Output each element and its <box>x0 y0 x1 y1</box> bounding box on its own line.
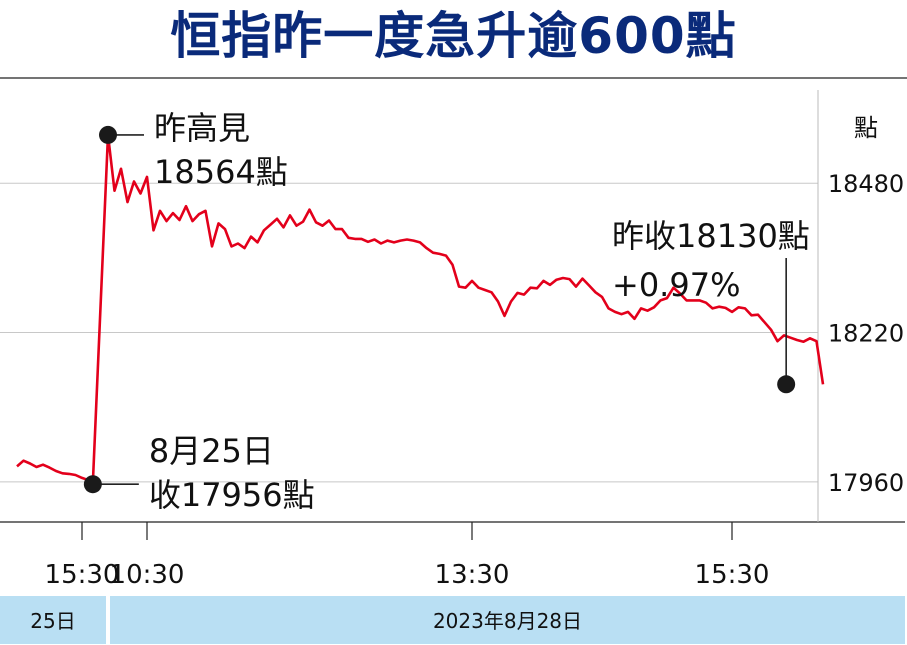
series-line <box>16 133 825 486</box>
high-point-marker <box>99 125 117 144</box>
x-tick-label: 15:30 <box>695 560 770 590</box>
high-annotation-line2: 18564點 <box>154 153 288 191</box>
session-band <box>0 596 106 644</box>
prev-close-marker <box>83 475 102 494</box>
chart-title: 恒指昨一度急升逾600點 <box>170 7 737 65</box>
y-tick-label: 18480 <box>828 170 904 198</box>
y-unit-label: 點 <box>854 114 878 142</box>
session-band <box>110 596 905 644</box>
close-annotation-line2: +0.97% <box>612 266 740 304</box>
x-tick-label: 15:30 <box>45 560 120 590</box>
x-tick-label: 10:30 <box>110 560 185 590</box>
y-tick-label: 17960 <box>828 469 904 497</box>
high-annotation-line1: 昨高見 <box>154 109 250 147</box>
prev-close-annotation-line2: 收17956點 <box>149 476 315 514</box>
session-label: 25日 <box>30 609 75 633</box>
close-annotation-line1: 昨收18130點 <box>612 217 810 255</box>
close-point-marker <box>777 375 796 394</box>
x-tick-label: 13:30 <box>435 560 510 590</box>
y-tick-label: 18220 <box>828 320 904 348</box>
session-label: 2023年8月28日 <box>433 609 582 633</box>
prev-close-annotation-line1: 8月25日 <box>149 432 274 470</box>
